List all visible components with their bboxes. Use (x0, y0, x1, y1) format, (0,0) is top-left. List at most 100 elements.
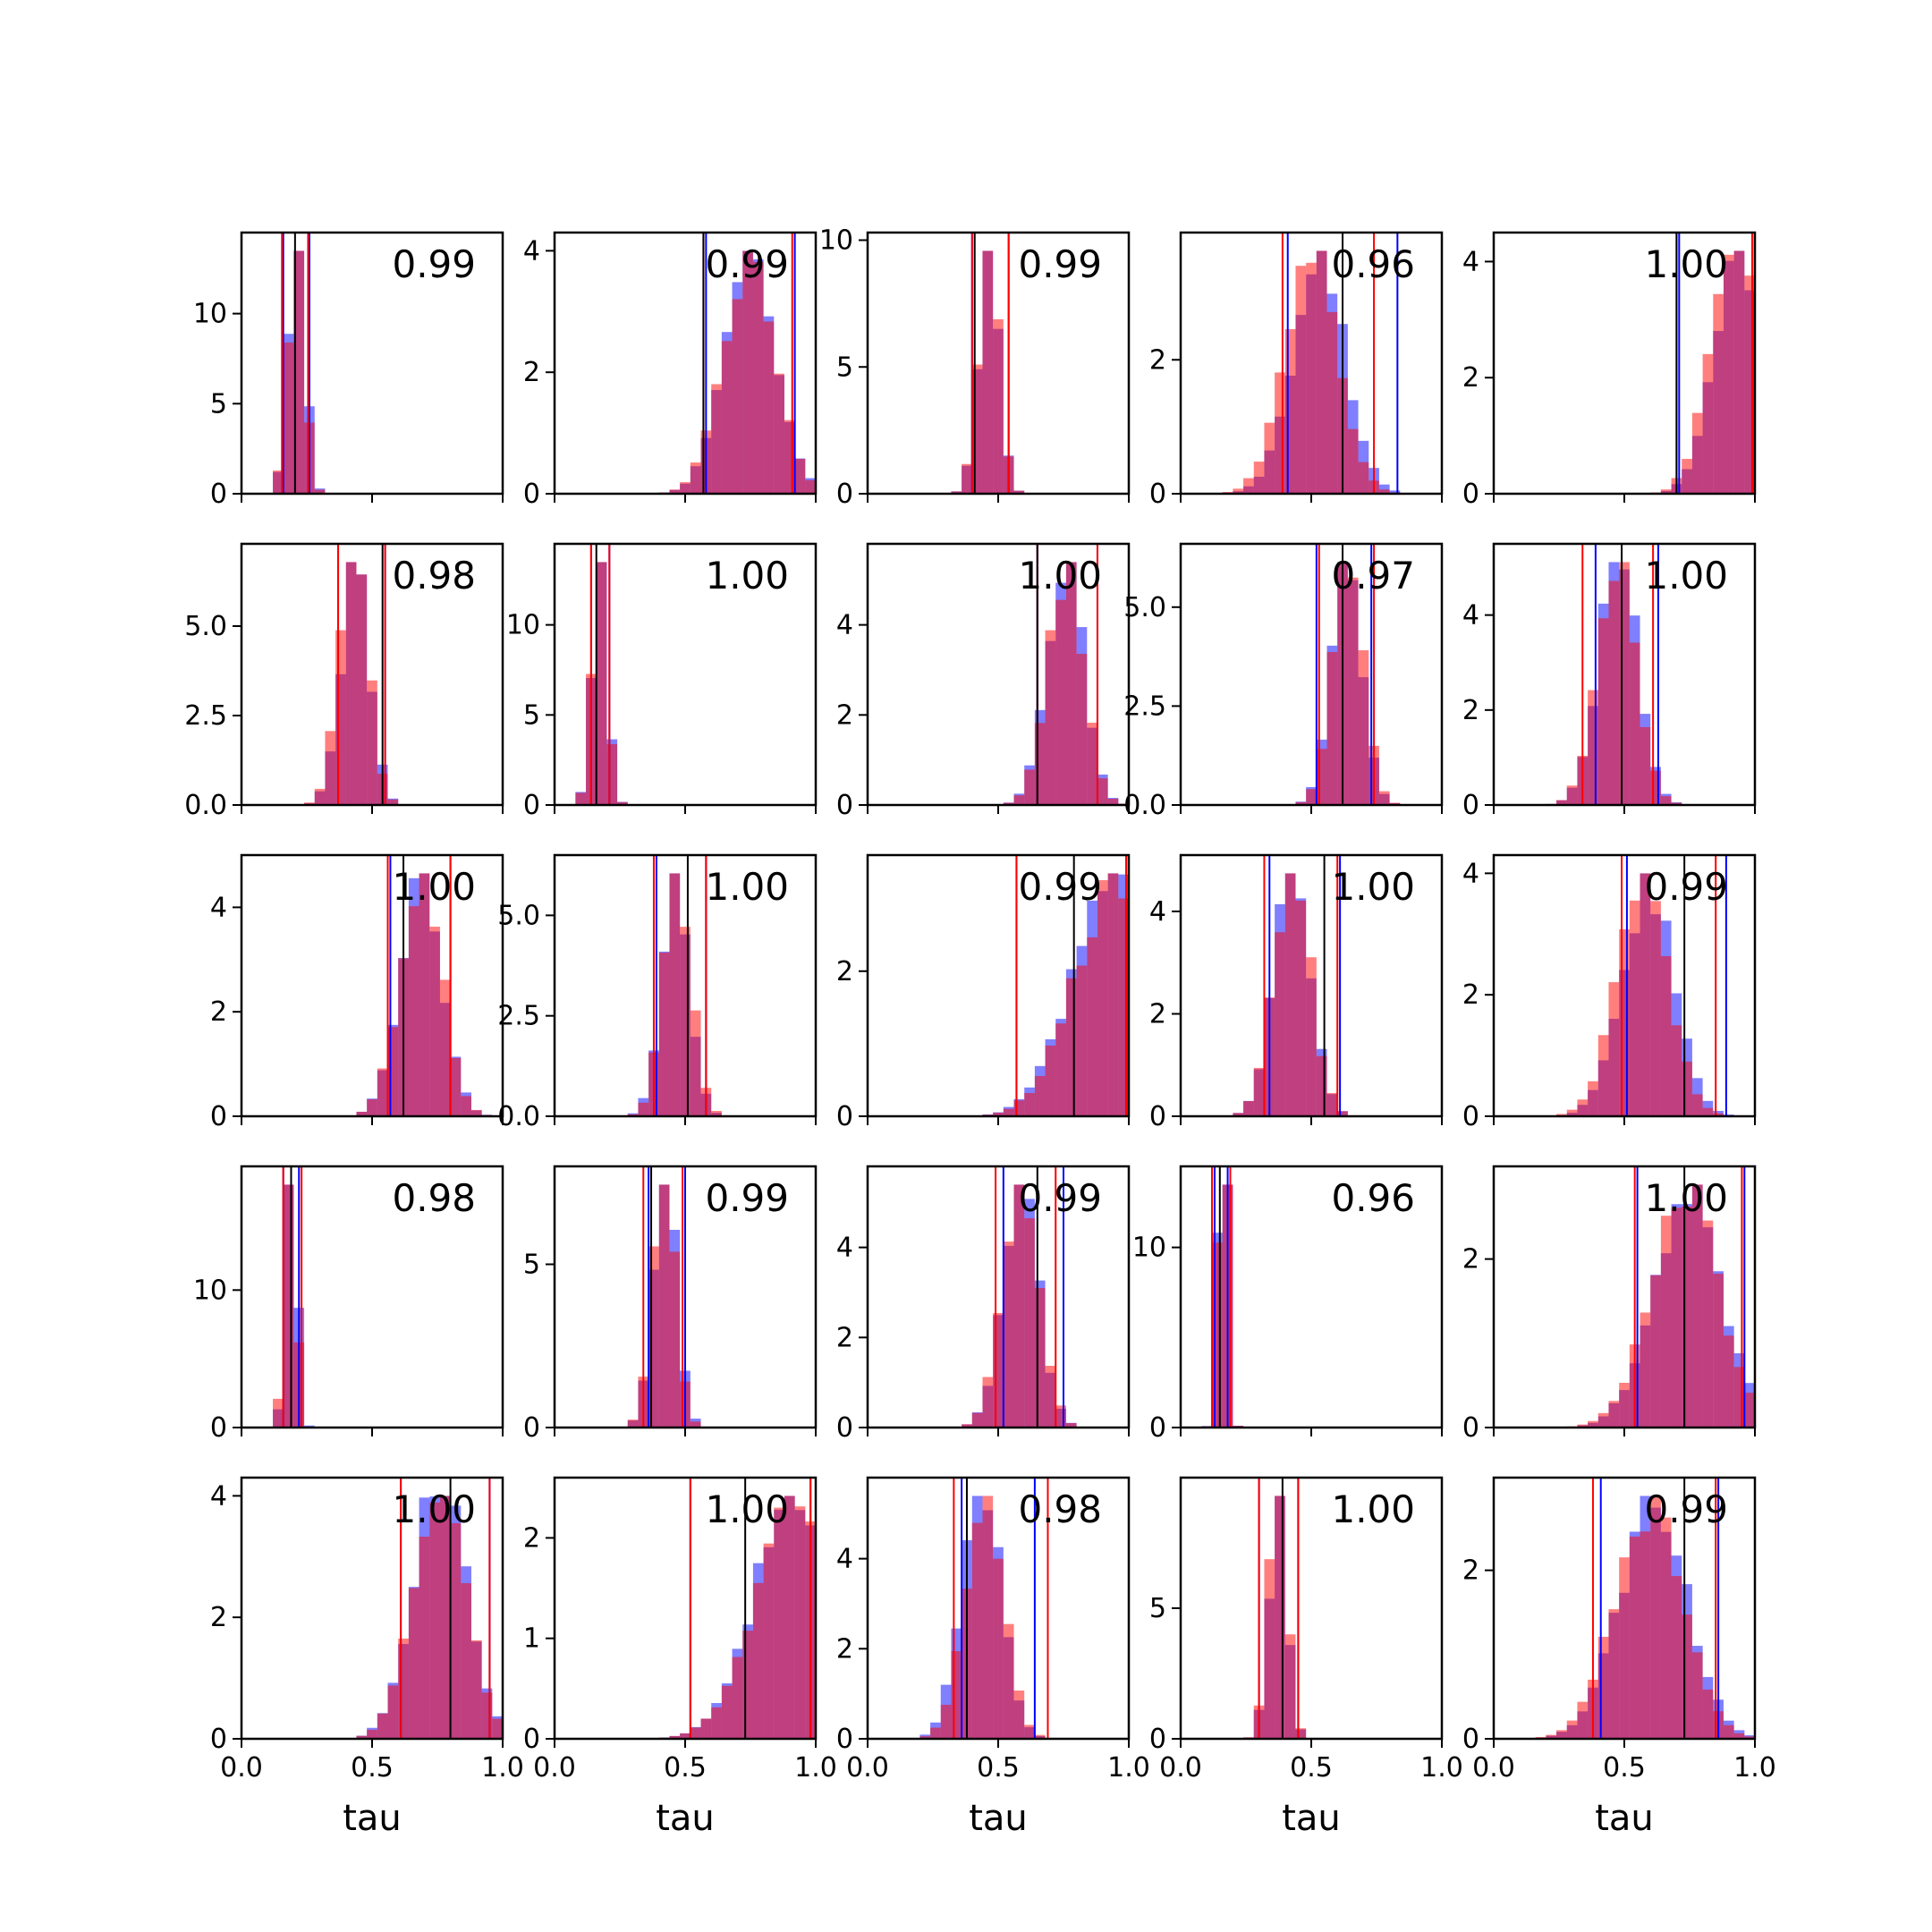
hist-bar-red (1243, 1100, 1254, 1116)
hist-bar-red (669, 1251, 681, 1428)
hist-bar-red (1253, 1067, 1265, 1116)
hist-bar-red (1045, 1365, 1056, 1428)
y-tick-label: 0 (523, 479, 540, 510)
hist-bar-red (752, 261, 764, 494)
hist-bar-red (1608, 1401, 1620, 1428)
hist-bar-red (1065, 562, 1077, 805)
hist-bar-red (1358, 649, 1369, 805)
hist-bar-red (1629, 900, 1640, 1116)
hist-bar-red (784, 419, 795, 494)
subplot-4-5: 021.00 (1462, 1165, 1757, 1444)
hist-bar-red (774, 1507, 784, 1739)
hist-bar-red (1577, 1099, 1589, 1116)
y-tick-label: 0 (1462, 790, 1479, 821)
y-tick-label: 2 (1462, 1244, 1479, 1275)
y-tick-label: 0.0 (184, 790, 227, 821)
hist-bar-red (971, 1522, 983, 1739)
hist-bar-red (617, 801, 628, 805)
y-tick-label: 4 (523, 235, 540, 267)
y-tick-label: 10 (193, 1275, 227, 1306)
hist-bar-red (1640, 726, 1651, 805)
subplot-1-4: 020.96 (1149, 231, 1444, 510)
hist-bar-red (439, 1496, 451, 1739)
hist-bar-red (1118, 898, 1129, 1116)
hist-bar-red (971, 364, 983, 494)
hist-bar-red (1045, 630, 1056, 805)
hist-bar-red (1723, 1335, 1734, 1428)
hist-bar-red (763, 1543, 775, 1739)
hist-bar-red (1640, 1531, 1651, 1739)
hist-bar-red (1295, 801, 1307, 805)
hist-bar-red (367, 680, 377, 805)
hist-bar-red (450, 1522, 462, 1739)
hist-bar-red (1702, 353, 1714, 494)
subplot-3-2: 0.0 2.5 5.0 1.00 (497, 853, 818, 1132)
hist-bar-red (1233, 488, 1244, 494)
hist-bar-red (1013, 490, 1025, 494)
x-axis-label: tau (656, 1798, 715, 1839)
hist-bar-red (1650, 901, 1661, 1116)
hist-bar-red (794, 459, 806, 494)
hist-bar-red (1316, 250, 1327, 494)
hist-bar-red (1065, 1423, 1077, 1428)
panel-annotation: 0.99 (1644, 1487, 1728, 1531)
hist-bar-red (1660, 489, 1672, 494)
y-tick-label: 0 (1149, 1724, 1166, 1755)
y-tick-label: 0 (836, 479, 853, 510)
hist-bar-red (367, 1099, 377, 1116)
hist-bar-red (1055, 599, 1066, 805)
y-tick-label: 0 (523, 790, 540, 821)
hist-bar-red (919, 1736, 931, 1739)
hist-bar-red (1347, 577, 1359, 805)
hist-bar-red (1682, 1061, 1692, 1116)
hist-bar-red (711, 1111, 722, 1116)
hist-bar-red (387, 1027, 399, 1116)
y-tick-label: 5 (836, 352, 853, 383)
hist-bar-red (940, 1704, 952, 1739)
x-tick-label: 0.5 (351, 1752, 394, 1784)
y-tick-label: 2 (1462, 1555, 1479, 1587)
y-tick-label: 2.5 (184, 700, 227, 732)
hist-bar-red (993, 1112, 1004, 1116)
hist-bar-red (1024, 1218, 1035, 1428)
hist-bar-red (1650, 1275, 1661, 1428)
hist-bar-red (1691, 412, 1703, 494)
panel-annotation: 0.99 (1644, 865, 1728, 909)
panel-annotation: 0.99 (392, 242, 476, 286)
hist-bar-red (669, 1735, 681, 1739)
x-tick-label: 1.0 (1107, 1752, 1150, 1784)
hist-bar-red (1306, 957, 1317, 1116)
hist-bar-red (1024, 769, 1035, 805)
panel-annotation: 1.00 (705, 865, 789, 909)
hist-bar-red (1640, 1312, 1651, 1428)
hist-bar-red (742, 250, 753, 494)
hist-bar-red (658, 953, 670, 1116)
hist-bar-red (1097, 778, 1108, 805)
y-tick-label: 0 (1462, 1101, 1479, 1132)
hist-bar-red (408, 1588, 419, 1739)
x-tick-label: 1.0 (794, 1752, 837, 1784)
x-tick-label: 0.5 (977, 1752, 1020, 1784)
hist-bar-red (1013, 795, 1025, 805)
hist-bar-blue (1378, 484, 1390, 494)
hist-bar-red (1619, 1382, 1630, 1428)
hist-bar-red (1097, 880, 1108, 1116)
hist-bar-red (1013, 1184, 1025, 1428)
hist-bar-red (377, 1068, 388, 1116)
panel-annotation: 0.97 (1331, 554, 1415, 597)
y-tick-label: 4 (836, 1544, 853, 1575)
x-tick-label: 0.0 (846, 1752, 889, 1784)
hist-bar-red (1608, 580, 1620, 805)
y-tick-label: 10 (819, 225, 853, 257)
panel-annotation: 0.96 (1331, 1176, 1415, 1220)
subplot-2-5: 0 2 4 1.00 (1462, 542, 1757, 821)
hist-bar-red (1588, 690, 1598, 805)
hist-bar-red (1691, 1184, 1703, 1428)
hist-bar-red (1087, 936, 1097, 1116)
hist-bar-red (1733, 250, 1745, 494)
subplot-1-3: 0 5 10 0.99 (819, 225, 1131, 510)
hist-bar-red (1024, 1724, 1035, 1739)
hist-bar-red (1682, 459, 1692, 494)
hist-bar-red (367, 1729, 377, 1739)
